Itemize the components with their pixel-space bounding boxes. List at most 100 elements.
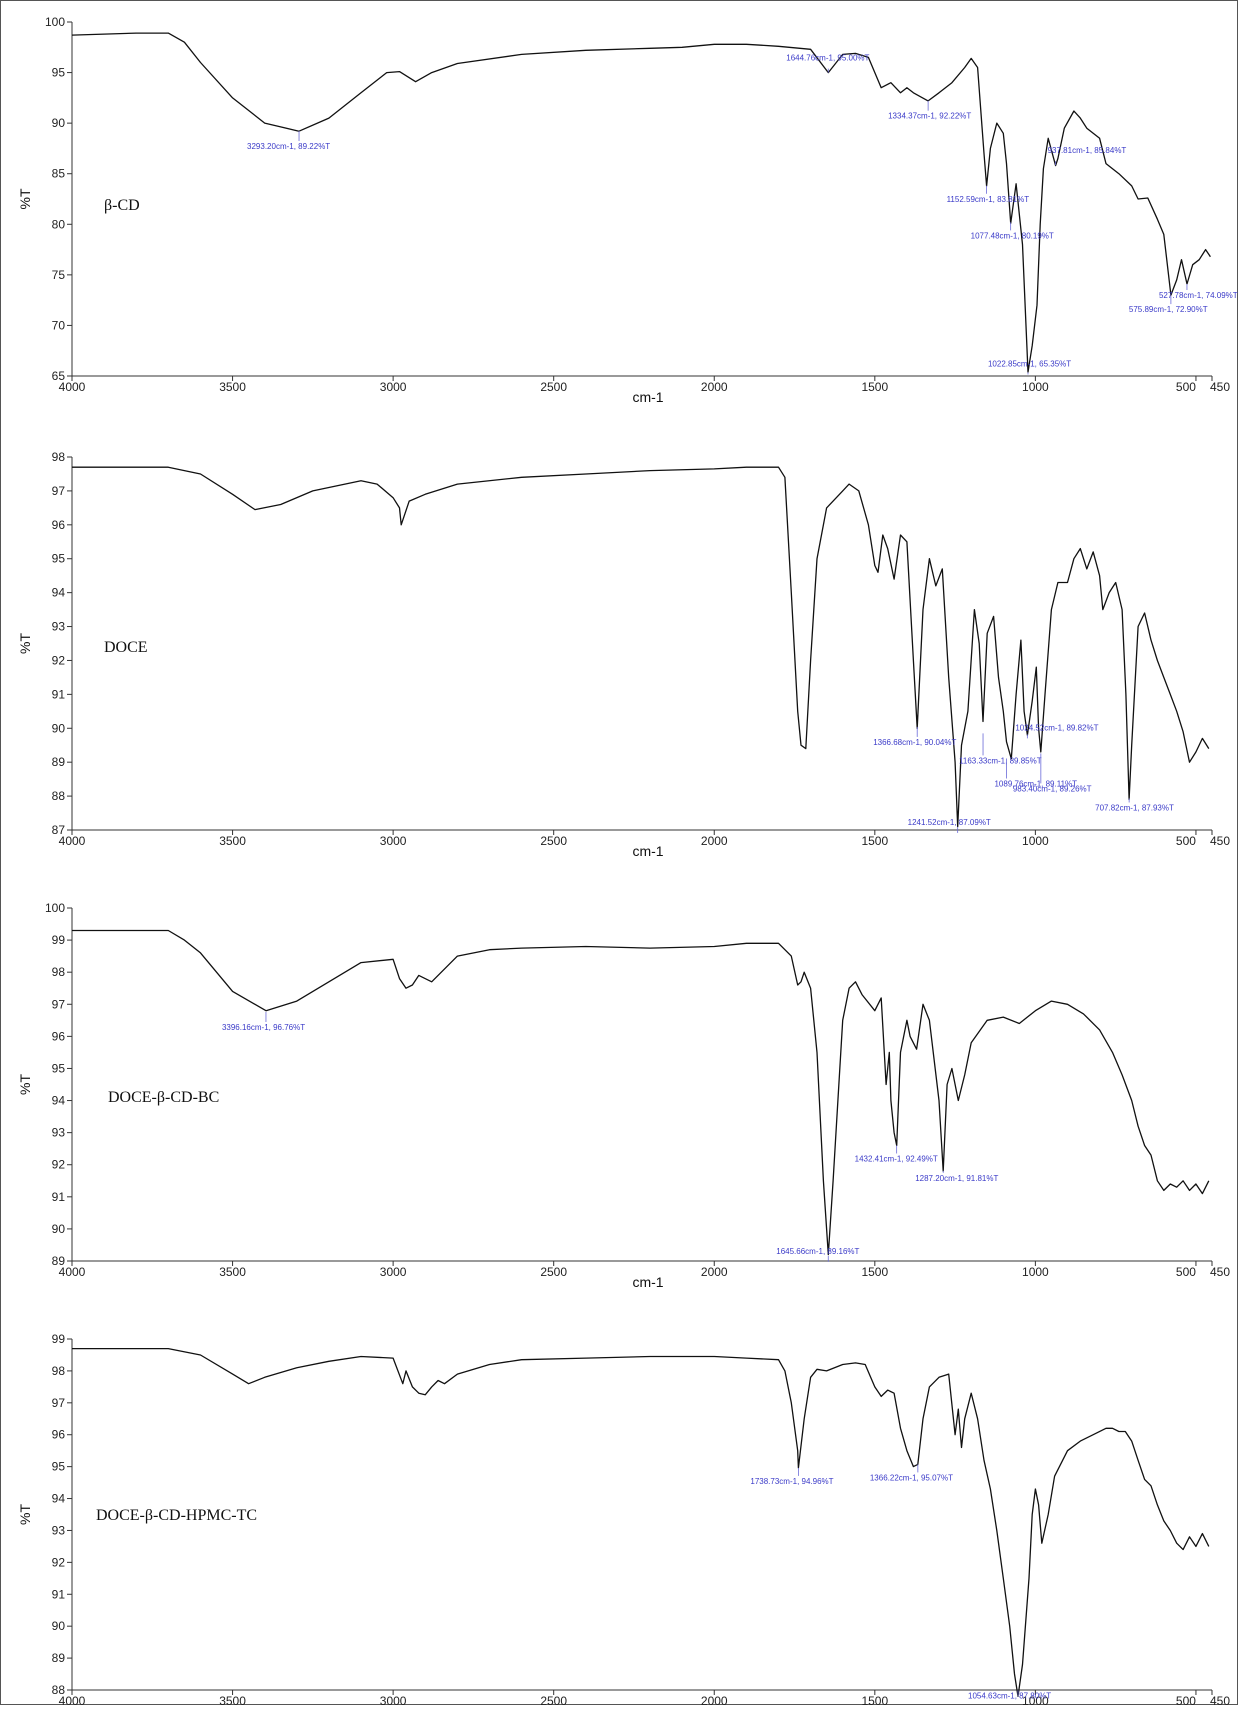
spectrum-panel: 87 88 89 90 91 92 93 94 95 96 97 98 4000 3500 3000 2500…	[17, 450, 1230, 859]
y-tick-label: 65	[52, 369, 66, 383]
peak-label: 527.78cm-1, 74.09%T	[1159, 291, 1238, 300]
y-tick-label: 94	[52, 586, 66, 600]
x-tick-label: 2000	[701, 1265, 728, 1279]
x-axis-label: cm-1	[632, 843, 663, 859]
x-tick-label: 2000	[701, 1694, 728, 1705]
x-tick-label: 3500	[219, 1694, 246, 1705]
y-tick-label: 87	[52, 823, 66, 837]
x-tick-label: 2500	[540, 834, 567, 848]
x-tick-label: 3000	[380, 1694, 407, 1705]
y-tick-label: 94	[52, 1492, 66, 1506]
peak-label: 575.89cm-1, 72.90%T	[1129, 305, 1208, 314]
x-tick-label: 1500	[861, 1265, 888, 1279]
peak-label: 1432.41cm-1, 92.49%T	[855, 1154, 938, 1163]
peak-label: 983.40cm-1, 89.26%T	[1013, 784, 1092, 793]
x-tick-label: 1500	[861, 1694, 888, 1705]
peak-label: 1645.66cm-1, 89.16%T	[776, 1247, 859, 1256]
sample-title: DOCE-β-CD-BC	[108, 1089, 219, 1106]
x-tick-label: 2500	[540, 380, 567, 394]
x-tick-label: 500	[1176, 1694, 1196, 1705]
y-tick-label: 98	[52, 965, 66, 979]
x-tick-label: 2500	[540, 1694, 567, 1705]
peak-label: 1054.63cm-1, 87.80%T	[968, 1691, 1051, 1700]
y-tick-label: 98	[52, 450, 66, 464]
y-tick-label: 98	[52, 1364, 66, 1378]
x-tick-label: 1000	[1022, 834, 1049, 848]
y-tick-label: 95	[52, 1460, 66, 1474]
y-tick-label: 91	[52, 1587, 66, 1601]
x-tick-label: 500	[1176, 380, 1196, 394]
x-tick-label: 450	[1210, 1265, 1230, 1279]
y-tick-label: 96	[52, 1428, 66, 1442]
y-tick-label: 96	[52, 1029, 66, 1043]
spectrum-panel: 89 90 91 92 93 94 95 96 97 98 99 100 4000 3500 3000 250…	[17, 901, 1230, 1290]
y-tick-label: 75	[52, 268, 66, 282]
y-tick-label: 91	[52, 687, 66, 701]
x-tick-label: 1000	[1022, 1265, 1049, 1279]
x-tick-label: 450	[1210, 834, 1230, 848]
sample-title: β-CD	[104, 197, 140, 214]
x-tick-label: 1500	[861, 380, 888, 394]
y-tick-label: 92	[52, 1158, 66, 1172]
y-tick-label: 95	[52, 1061, 66, 1075]
x-tick-label: 4000	[59, 380, 86, 394]
y-axis-label: %T	[17, 1074, 33, 1095]
peak-label: 1287.20cm-1, 91.81%T	[915, 1174, 998, 1183]
x-tick-label: 3500	[219, 834, 246, 848]
y-tick-label: 89	[52, 755, 66, 769]
y-tick-label: 97	[52, 1396, 66, 1410]
y-tick-label: 70	[52, 318, 66, 332]
peak-label: 1024.52cm-1, 89.82%T	[1015, 723, 1098, 732]
sample-title: DOCE-β-CD-HPMC-TC	[96, 1507, 257, 1524]
x-tick-label: 1500	[861, 834, 888, 848]
x-tick-label: 3000	[380, 834, 407, 848]
x-tick-label: 3000	[380, 1265, 407, 1279]
x-tick-label: 2000	[701, 834, 728, 848]
y-tick-label: 96	[52, 518, 66, 532]
y-tick-label: 91	[52, 1190, 66, 1204]
y-tick-label: 80	[52, 217, 66, 231]
peak-label: 1089.76cm-1, 89.11%T	[994, 779, 1077, 788]
y-axis-label: %T	[17, 1504, 33, 1525]
y-axis-label: %T	[17, 188, 33, 209]
peak-label: 1738.73cm-1, 94.96%T	[750, 1477, 833, 1486]
y-tick-label: 93	[52, 1523, 66, 1537]
y-tick-label: 90	[52, 1222, 66, 1236]
y-tick-label: 97	[52, 484, 66, 498]
y-tick-label: 89	[52, 1651, 66, 1665]
y-tick-label: 88	[52, 789, 66, 803]
y-axis-label: %T	[17, 633, 33, 654]
y-tick-label: 90	[52, 1619, 66, 1633]
sample-title: DOCE	[104, 639, 148, 656]
peak-label: 1022.85cm-1, 65.35%T	[988, 359, 1071, 368]
y-tick-label: 100	[45, 901, 65, 915]
spectrum-panel: 88 89 90 91 92 93 94 95 96 97 98 99 4000 3500 3000 2500…	[17, 1332, 1230, 1710]
x-tick-label: 2500	[540, 1265, 567, 1279]
x-tick-label: 4000	[59, 834, 86, 848]
y-tick-label: 95	[52, 552, 66, 566]
x-axis-label: cm-1	[632, 389, 663, 405]
peak-label: 3293.20cm-1, 89.22%T	[247, 142, 330, 151]
x-tick-label: 2000	[701, 380, 728, 394]
x-tick-label: 3500	[219, 380, 246, 394]
y-tick-label: 93	[52, 1126, 66, 1140]
x-tick-label: 450	[1210, 1694, 1230, 1705]
peak-label: 1644.76cm-1, 95.00%T	[786, 54, 869, 63]
peak-label: 1334.37cm-1, 92.22%T	[888, 112, 971, 121]
y-tick-label: 85	[52, 167, 66, 181]
peak-label: 1163.33cm-1, 89.85%T	[959, 756, 1042, 765]
peak-label: 1366.68cm-1, 90.04%T	[873, 738, 956, 747]
y-tick-label: 92	[52, 1555, 66, 1569]
x-tick-label: 450	[1210, 380, 1230, 394]
peak-label: 707.82cm-1, 87.93%T	[1095, 803, 1174, 812]
peak-label: 1366.22cm-1, 95.07%T	[870, 1473, 953, 1482]
y-tick-label: 99	[52, 933, 66, 947]
x-tick-label: 500	[1176, 834, 1196, 848]
peak-label: 937.81cm-1, 85.84%T	[1048, 146, 1127, 155]
spectrum-line	[72, 929, 1210, 1256]
x-tick-label: 3000	[380, 380, 407, 394]
spectrum-panel: 65 70 75 80 85 90 95 100 4000 3500 3000 2500 2000 150…	[17, 15, 1238, 405]
